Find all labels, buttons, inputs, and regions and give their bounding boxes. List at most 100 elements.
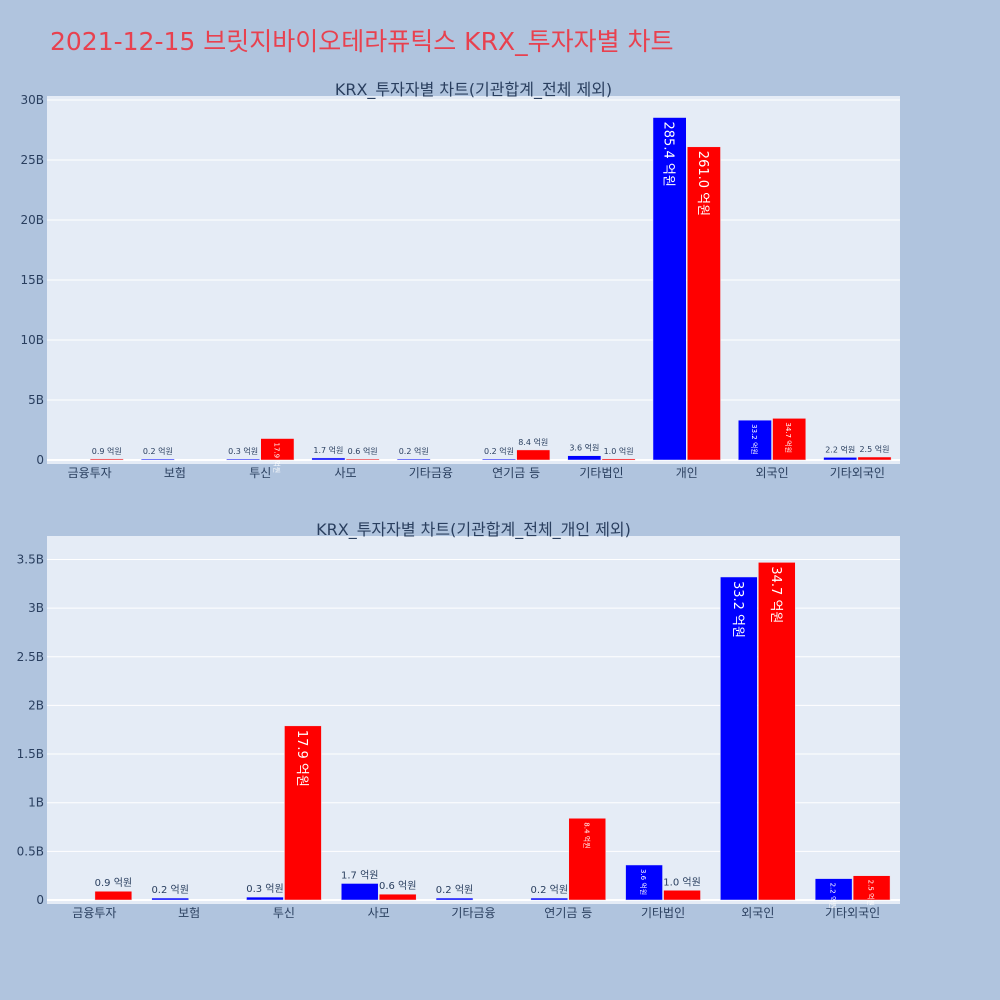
data-label: 3.6 억원 [569, 443, 599, 453]
data-label: 0.2 억원 [151, 884, 188, 896]
data-label: 0.9 억원 [95, 877, 132, 889]
bar [663, 890, 701, 901]
data-label: 0.3 억원 [246, 883, 283, 895]
bar [758, 562, 796, 901]
data-label: 2.5 억원 [859, 444, 889, 454]
y-tick-label: 30B [20, 93, 44, 107]
data-label: 1.7 억원 [341, 869, 378, 881]
data-label: 1.0 억원 [604, 446, 634, 456]
bar [772, 418, 807, 461]
data-label: 0.6 억원 [348, 446, 378, 456]
data-label: 33.2 억원 [750, 424, 759, 455]
data-label: 17.9 억원 [272, 443, 281, 474]
bar [151, 897, 189, 901]
bar [720, 576, 758, 901]
bar [311, 457, 346, 461]
data-label: 17.9 억원 [294, 730, 309, 787]
y-tick-label: 1.5B [17, 747, 44, 761]
x-tick-label: 기타금융 [409, 466, 453, 480]
bar [567, 455, 602, 461]
data-label: 0.2 억원 [436, 884, 473, 896]
x-tick-label: 금융투자 [72, 906, 116, 920]
y-tick-label: 10B [20, 333, 44, 347]
bar [89, 458, 124, 461]
x-tick-label: 투신 [249, 466, 271, 480]
y-tick-label: 25B [20, 153, 44, 167]
x-tick-label: 금융투자 [68, 466, 112, 480]
bar [94, 890, 133, 901]
data-label: 0.2 억원 [399, 446, 429, 456]
bar [601, 458, 636, 461]
y-tick-label: 20B [20, 213, 44, 227]
bar [738, 419, 772, 461]
y-tick-label: 0 [36, 453, 44, 467]
bar [345, 458, 380, 461]
bar [396, 458, 431, 461]
bar [226, 458, 260, 461]
bar [852, 875, 891, 901]
bar [435, 897, 474, 901]
x-tick-label: 기타법인 [641, 906, 685, 920]
plot-area [47, 536, 900, 904]
data-label: 261.0 억원 [695, 151, 710, 216]
page-title: 2021-12-15 브릿지바이오테라퓨틱스 KRX_투자자별 차트 [50, 27, 674, 56]
bar [625, 864, 663, 901]
data-label: 0.2 억원 [531, 884, 568, 896]
data-label: 0.9 억원 [92, 446, 122, 456]
bar [814, 878, 853, 901]
bar [530, 897, 569, 901]
data-label: 285.4 억원 [661, 122, 676, 187]
data-label: 2.2 억원 [825, 444, 855, 454]
bar [140, 458, 175, 461]
y-tick-label: 3.5B [17, 552, 44, 566]
x-tick-label: 보험 [178, 906, 200, 920]
x-tick-label: 기타금융 [451, 906, 495, 920]
bar [284, 725, 322, 901]
data-label: 0.6 억원 [379, 880, 416, 892]
bar [652, 117, 687, 461]
x-tick-label: 기타법인 [579, 466, 623, 480]
bar [482, 458, 516, 461]
x-tick-label: 외국인 [755, 466, 788, 480]
chart-title: KRX_투자자별 차트(기관합계_전체 제외) [335, 80, 612, 100]
data-label: 34.7 억원 [784, 422, 793, 453]
chart-top: 0 5B 10B 15B 20B 25B 30B KRX_투자자별 차트(기관합계_전체 제외… [20, 80, 900, 480]
y-tick-label: 0.5B [17, 844, 44, 858]
data-label: 34.7 억원 [768, 566, 783, 623]
data-label: 1.0 억원 [663, 876, 700, 888]
x-tick-label: 연기금 등 [492, 466, 540, 480]
y-tick-label: 2B [28, 698, 44, 712]
data-label: 0.3 억원 [228, 446, 258, 456]
y-tick-label: 5B [28, 393, 44, 407]
y-tick-label: 3B [28, 601, 44, 615]
data-label: 8.4 억원 [582, 822, 591, 848]
bar [378, 893, 417, 901]
y-tick-label: 15B [20, 273, 44, 287]
x-tick-label: 외국인 [741, 906, 774, 920]
x-tick-label: 보험 [164, 466, 186, 480]
x-tick-label: 연기금 등 [544, 906, 592, 920]
data-label: 1.7 억원 [313, 445, 343, 455]
data-label: 0.2 억원 [484, 446, 514, 456]
x-tick-label: 개인 [676, 466, 698, 480]
bar [857, 456, 892, 461]
data-label: 2.5 억원 [867, 880, 876, 906]
data-label: 0.2 억원 [143, 446, 173, 456]
bar [341, 883, 379, 901]
x-tick-label: 투신 [273, 906, 295, 920]
data-label: 8.4 억원 [518, 437, 548, 447]
data-label: 2.2 억원 [829, 883, 838, 909]
x-tick-label: 사모 [335, 466, 357, 480]
data-label: 3.6 억원 [639, 869, 648, 895]
y-tick-label: 1B [28, 796, 44, 810]
chart-title: KRX_투자자별 차트(기관합계_전체_개인 제외) [316, 520, 631, 540]
bar [516, 449, 551, 461]
y-tick-label: 2.5B [17, 650, 44, 664]
bar [687, 146, 721, 461]
bar [246, 896, 284, 901]
x-tick-label: 사모 [368, 906, 390, 920]
x-tick-label: 기타외국인 [830, 466, 885, 480]
x-tick-label: 기타외국인 [825, 906, 880, 920]
bar [260, 438, 295, 461]
